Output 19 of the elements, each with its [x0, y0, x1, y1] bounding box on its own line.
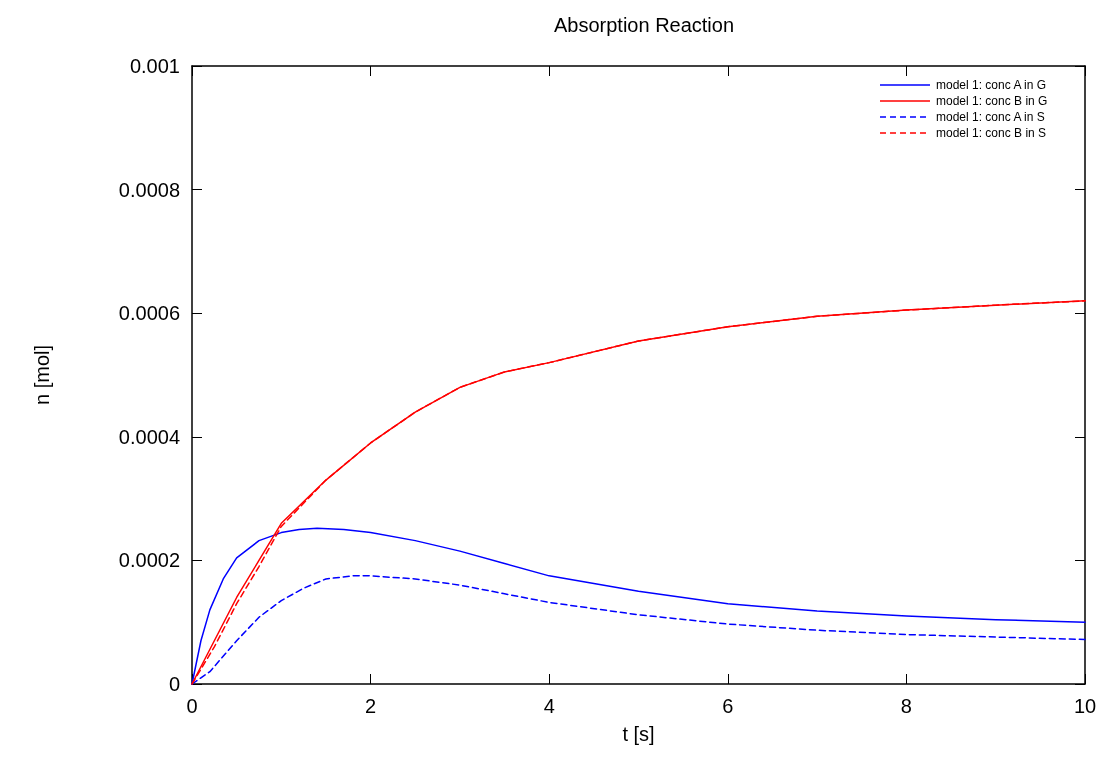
- y-tick-label: 0.0008: [118, 178, 180, 201]
- x-tick-label: 2: [365, 695, 377, 717]
- y-tick-label: 0.0006: [118, 302, 180, 325]
- chart-title: Absorption Reaction: [553, 14, 735, 36]
- x-tick-label: 4: [543, 695, 555, 717]
- x-tick-label: 6: [722, 695, 734, 717]
- y-tick-label: 0: [168, 673, 180, 695]
- x-tick-label: 8: [900, 695, 912, 717]
- legend-label: model 1: conc B in S: [936, 126, 1047, 140]
- legend-label: model 1: conc A in S: [936, 110, 1045, 124]
- x-tick-label: 0: [186, 695, 198, 717]
- legend-label: model 1: conc A in G: [936, 78, 1047, 92]
- y-tick-label: 0.0002: [118, 549, 180, 572]
- legend-label: model 1: conc B in G: [936, 94, 1048, 108]
- y-axis-title: n [mol]: [31, 344, 53, 406]
- x-axis-title: t [s]: [622, 723, 655, 745]
- y-tick-label: 0.001: [129, 55, 180, 77]
- y-tick-label: 0.0004: [118, 425, 180, 448]
- x-tick-label: 10: [1073, 695, 1097, 717]
